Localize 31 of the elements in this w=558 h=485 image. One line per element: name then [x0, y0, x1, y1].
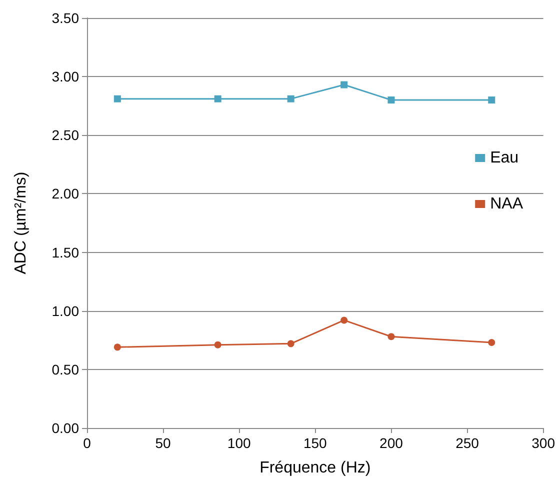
point: [340, 316, 348, 324]
point: [287, 340, 294, 348]
y-tick-label: 3.50: [52, 10, 80, 26]
x-axis-title: Fréquence (Hz): [260, 460, 371, 476]
y-tick-label: 0.00: [52, 420, 80, 436]
x-tick-label: 300: [532, 435, 556, 451]
y-tick-label: 0.50: [52, 361, 80, 378]
y-tick-label: 1.50: [52, 244, 80, 260]
y-tick-label: 2.50: [52, 127, 80, 144]
point: [488, 96, 496, 104]
point: [488, 338, 496, 346]
point: [388, 333, 395, 340]
y-tick-label: 3.00: [52, 68, 80, 85]
point: [388, 96, 395, 104]
legend-label: NAA: [490, 196, 524, 212]
x-tick-label: 250: [456, 435, 480, 451]
y-tick-label: 1.00: [52, 302, 80, 319]
point: [340, 81, 348, 88]
x-tick-label: 0: [83, 435, 92, 451]
point: [114, 344, 121, 351]
x-tick-label: 200: [380, 435, 404, 451]
y-axis-title: ADC (µm²/ms): [12, 172, 30, 274]
legend-label: Eau: [490, 150, 519, 166]
x-tick-label: 50: [155, 435, 172, 451]
point: [214, 95, 222, 102]
y-tick-label: 2.00: [52, 186, 80, 202]
x-tick-label: 100: [227, 435, 251, 451]
point: [114, 95, 121, 102]
point: [214, 341, 222, 348]
x-tick-label: 150: [303, 435, 328, 451]
point: [287, 95, 294, 102]
